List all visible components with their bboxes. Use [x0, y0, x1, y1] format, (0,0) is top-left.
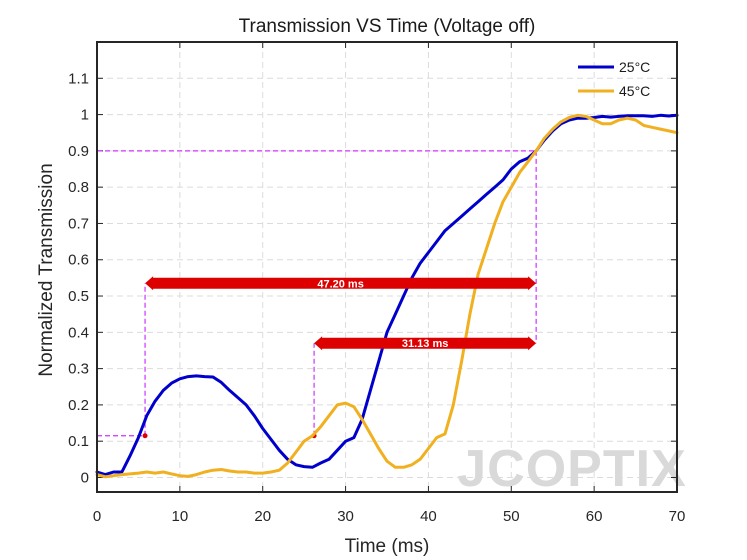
x-tick-label: 10	[172, 508, 189, 525]
x-tick-label: 40	[420, 508, 437, 525]
start-marker-25c	[142, 433, 148, 439]
series-layer	[95, 113, 679, 479]
watermark-layer: JCOPTIX	[457, 440, 687, 498]
y-axis-title: Normalized Transmission	[36, 163, 57, 376]
legend-label-45c: 45°C	[619, 83, 650, 99]
ticks: 0 10 20 30 40 50 60 70 0 0.1 0.2 0.3 0.4 0.5 0.6 0.7 0.8…	[68, 42, 685, 525]
series-line-45c	[95, 113, 679, 479]
y-tick-label: 0.8	[68, 179, 89, 196]
x-axis-title: Time (ms)	[345, 536, 430, 557]
reference-guides	[97, 150, 537, 439]
y-tick-label: 0.1	[68, 433, 89, 450]
duration-arrow-45c	[314, 336, 537, 351]
chart-title: Transmission VS Time (Voltage off)	[239, 16, 536, 37]
y-tick-label: 0.2	[68, 397, 89, 414]
duration-label-45c: 31.13 ms	[402, 338, 448, 350]
x-tick-label: 20	[254, 508, 271, 525]
x-tick-label: 30	[337, 508, 354, 525]
y-tick-label: 0.5	[68, 288, 89, 305]
duration-arrow-25c	[145, 276, 537, 291]
y-tick-label: 1	[81, 107, 89, 124]
series-line-25c	[95, 113, 679, 477]
grid	[97, 42, 677, 492]
y-tick-label: 0.4	[68, 324, 89, 341]
legend-label-25c: 25°C	[619, 59, 650, 75]
watermark-logo: JCOPTIX	[457, 440, 687, 498]
x-tick-label: 60	[586, 508, 603, 525]
y-tick-label: 0	[81, 469, 89, 486]
x-tick-label: 70	[669, 508, 686, 525]
duration-label-25c: 47.20 ms	[317, 278, 363, 290]
plot-frame	[96, 41, 678, 493]
legend: 25°C 45°C	[578, 59, 650, 99]
y-tick-label: 0.6	[68, 252, 89, 269]
y-tick-label: 0.9	[68, 143, 89, 160]
x-tick-label: 0	[93, 508, 101, 525]
y-tick-label: 0.7	[68, 215, 89, 232]
annotations: 47.20 ms 31.13 ms	[145, 276, 537, 351]
y-tick-label: 1.1	[68, 70, 89, 87]
x-tick-label: 50	[503, 508, 520, 525]
y-tick-label: 0.3	[68, 361, 89, 378]
